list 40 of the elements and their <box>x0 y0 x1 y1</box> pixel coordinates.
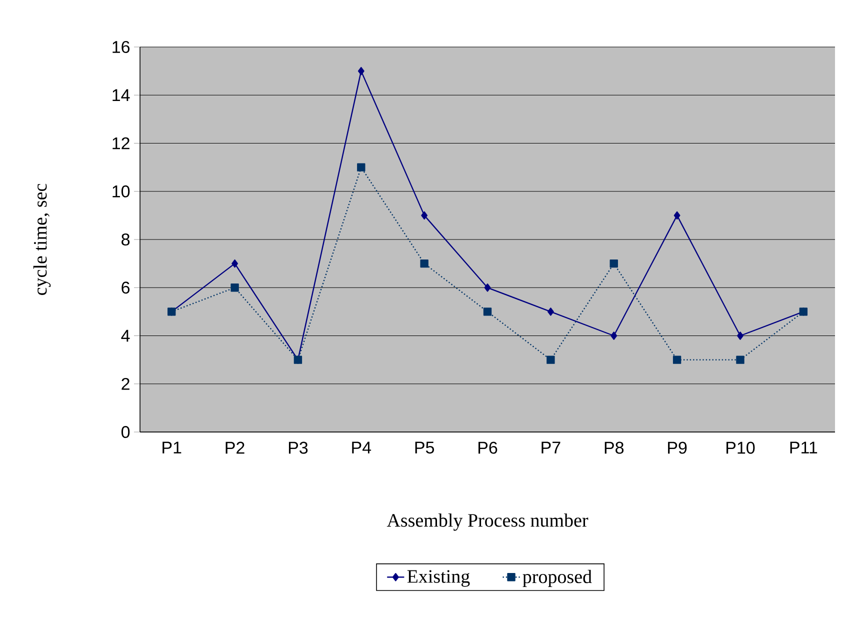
point <box>610 259 618 268</box>
y-tick-label: 10 <box>112 185 130 198</box>
y-tick-label: 12 <box>112 137 130 150</box>
point <box>358 66 364 76</box>
point <box>547 308 554 316</box>
y-tick-label: 6 <box>122 282 130 294</box>
x-tick-label: P7 <box>542 442 560 454</box>
y-axis-title: cycle time, sec <box>33 184 51 295</box>
y-tick-label: 14 <box>112 89 130 101</box>
point <box>610 332 618 340</box>
y-tick-label: 16 <box>112 40 130 54</box>
x-tick-label: P4 <box>352 442 372 454</box>
point <box>736 356 744 364</box>
point <box>420 259 428 268</box>
point <box>421 211 428 220</box>
y-tick-label: 2 <box>122 378 130 390</box>
y-tick-label: 0 <box>121 426 130 438</box>
x-tick-label: P6 <box>478 442 498 454</box>
point <box>230 284 239 292</box>
point <box>232 259 238 268</box>
x-tick-label: P9 <box>668 442 687 454</box>
point <box>357 163 366 172</box>
legend-label: Existing <box>407 570 470 587</box>
x-axis-title: Assembly Process number <box>386 513 588 531</box>
point <box>484 284 491 292</box>
x-tick-label: P1 <box>162 442 182 454</box>
point <box>672 356 682 364</box>
point <box>546 356 555 364</box>
legend-label: proposed <box>522 570 592 588</box>
x-tick-label: P8 <box>604 442 624 454</box>
point <box>674 211 680 220</box>
x-tick-label: P2 <box>226 442 244 454</box>
x-tick-label: P3 <box>288 442 308 454</box>
y-tick-label: 8 <box>122 233 130 246</box>
x-tick-label: P5 <box>415 442 434 454</box>
x-tick-label: P11 <box>790 442 818 454</box>
point <box>737 332 744 340</box>
y-tick-label: 4 <box>121 330 130 342</box>
point <box>483 308 492 316</box>
x-tick-label: P10 <box>726 442 755 454</box>
